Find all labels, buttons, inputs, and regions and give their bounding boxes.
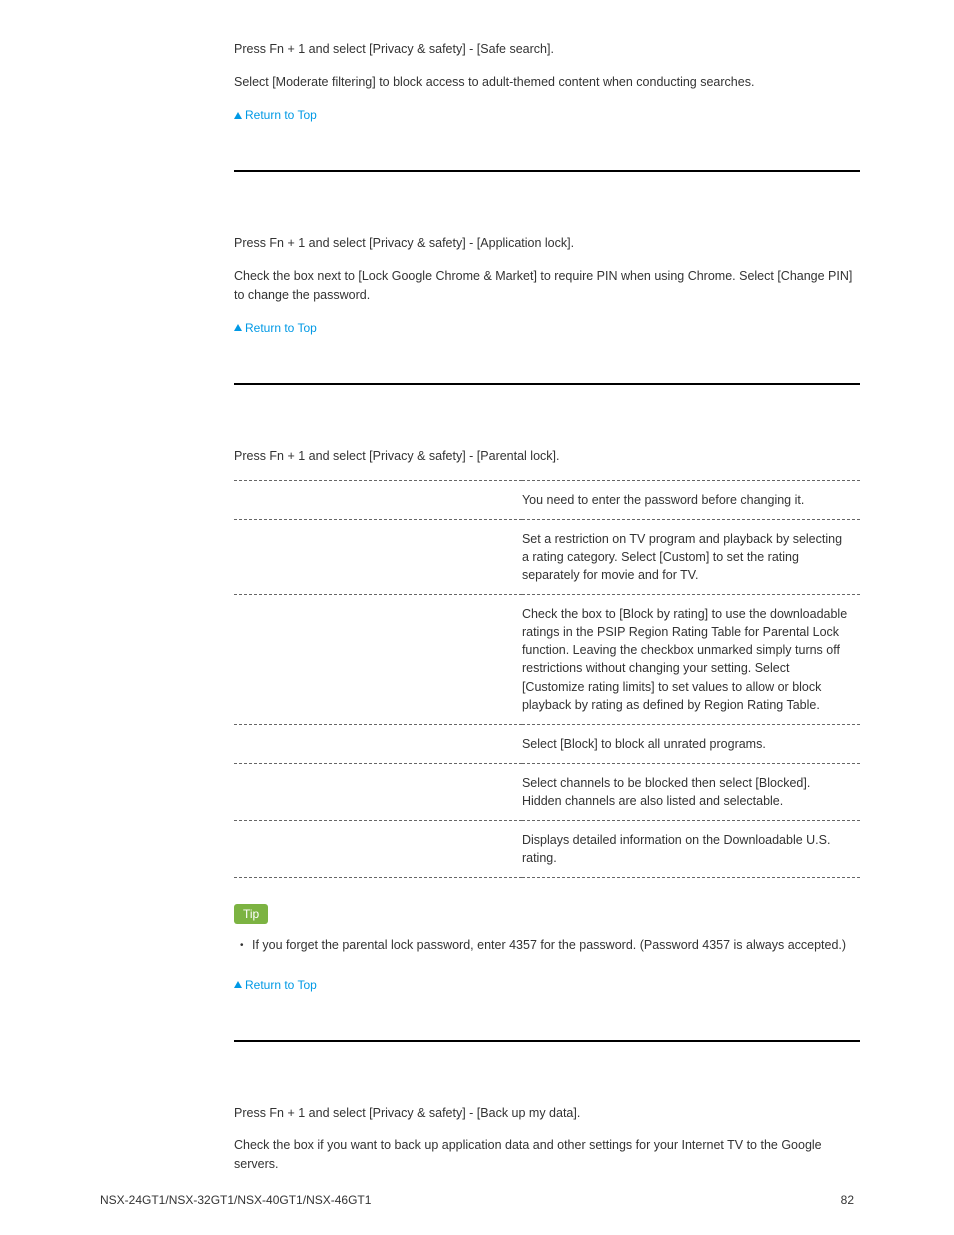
up-triangle-icon [234,981,242,988]
table-row: Check the box to [Block by rating] to us… [234,595,860,725]
table-cell-right: Select [Block] to block all unrated prog… [522,724,860,763]
table-cell-left [234,724,522,763]
tip-badge: Tip [234,904,268,924]
table-cell-left [234,480,522,519]
up-triangle-icon [234,112,242,119]
table-cell-right: Check the box to [Block by rating] to us… [522,595,860,725]
backup-line1: Press Fn + 1 and select [Privacy & safet… [234,1104,860,1123]
table-cell-right: Select channels to be blocked then selec… [522,763,860,820]
return-to-top-link[interactable]: Return to Top [234,321,317,335]
table-cell-left [234,519,522,594]
safe-search-line1: Press Fn + 1 and select [Privacy & safet… [234,40,860,59]
tip-list: If you forget the parental lock password… [234,936,860,955]
table-row: You need to enter the password before ch… [234,480,860,519]
table-row: Displays detailed information on the Dow… [234,821,860,878]
up-triangle-icon [234,324,242,331]
parental-lock-line1: Press Fn + 1 and select [Privacy & safet… [234,447,860,466]
table-row: Select channels to be blocked then selec… [234,763,860,820]
main-content: Press Fn + 1 and select [Privacy & safet… [234,40,860,1188]
return-label: Return to Top [245,321,317,335]
parental-lock-tbody: You need to enter the password before ch… [234,480,860,878]
app-lock-line1: Press Fn + 1 and select [Privacy & safet… [234,234,860,253]
section-divider [234,383,860,385]
footer-models: NSX-24GT1/NSX-32GT1/NSX-40GT1/NSX-46GT1 [100,1193,371,1207]
return-to-top-link[interactable]: Return to Top [234,108,317,122]
return-label: Return to Top [245,108,317,122]
table-cell-right: You need to enter the password before ch… [522,480,860,519]
table-row: Set a restriction on TV program and play… [234,519,860,594]
table-cell-left [234,595,522,725]
return-label: Return to Top [245,978,317,992]
return-to-top-link[interactable]: Return to Top [234,978,317,992]
parental-lock-table: You need to enter the password before ch… [234,480,860,879]
tip-item: If you forget the parental lock password… [252,936,860,955]
table-row: Select [Block] to block all unrated prog… [234,724,860,763]
section-divider [234,1040,860,1042]
safe-search-line2: Select [Moderate filtering] to block acc… [234,73,860,92]
footer-page-number: 82 [841,1193,854,1207]
section-divider [234,170,860,172]
app-lock-line2: Check the box next to [Lock Google Chrom… [234,267,860,305]
table-cell-right: Displays detailed information on the Dow… [522,821,860,878]
page-footer: NSX-24GT1/NSX-32GT1/NSX-40GT1/NSX-46GT1 … [100,1193,854,1207]
table-cell-left [234,763,522,820]
table-cell-left [234,821,522,878]
table-cell-right: Set a restriction on TV program and play… [522,519,860,594]
backup-line2: Check the box if you want to back up app… [234,1136,860,1174]
